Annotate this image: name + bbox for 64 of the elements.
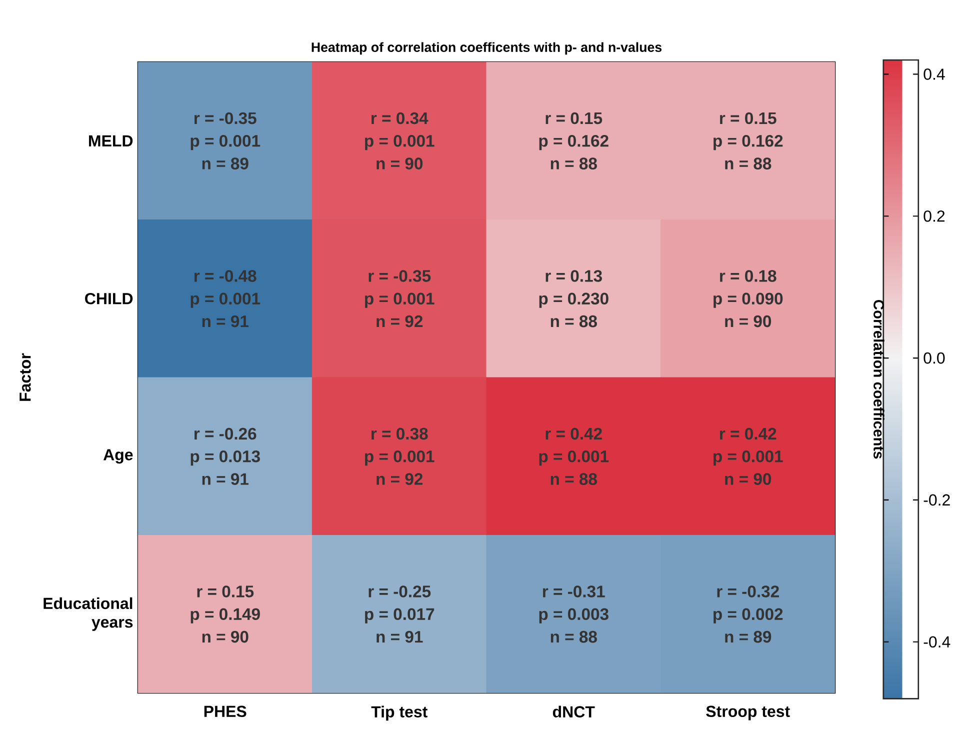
text: n = 88 <box>550 630 597 643</box>
x-tick-label: PHES <box>204 706 246 718</box>
y-tick-label: MELD <box>89 135 133 146</box>
y-tick-label: CHILD <box>85 292 133 304</box>
text: p = 0.162 <box>539 134 608 150</box>
chart-title: Heatmap of correlation coefficents with p- and n-values <box>312 42 662 55</box>
text: r = 0.15 <box>546 112 602 124</box>
color-bar-label: 0.2 <box>924 210 945 222</box>
color-bar-label: 0.0 <box>924 352 945 364</box>
text: r = 0.42 <box>546 428 602 440</box>
text: r = 0.38 <box>372 428 428 440</box>
x-tick-label: dNCT <box>552 706 595 718</box>
text: n = 88 <box>725 158 772 170</box>
text: r = 0.13 <box>546 270 602 282</box>
text: p = 0.149 <box>190 608 260 624</box>
text: r = -0.48 <box>194 270 256 282</box>
text: n = 89 <box>202 158 248 170</box>
text: p = 0.001 <box>539 450 609 466</box>
text: n = 91 <box>202 315 249 328</box>
text: r = 0.42 <box>720 428 776 440</box>
text: p = 0.001 <box>190 292 260 308</box>
y-axis-title: Factor <box>20 353 31 401</box>
text: n = 92 <box>376 473 423 485</box>
text: n = 88 <box>550 315 597 328</box>
text: r = -0.32 <box>717 586 779 598</box>
text: p = 0.013 <box>190 450 260 466</box>
text: r = 0.34 <box>372 112 428 124</box>
text: r = 0.18 <box>720 270 776 282</box>
color-bar-label: -0.2 <box>924 494 950 506</box>
y-tick-label: Age <box>103 449 133 464</box>
text: p = 0.001 <box>190 134 260 150</box>
text: r = 0.15 <box>197 586 254 598</box>
text: n = 88 <box>550 158 597 170</box>
color-bar-label: -0.4 <box>924 636 950 648</box>
text: p = 0.001 <box>365 450 434 466</box>
text: r = -0.26 <box>194 428 256 440</box>
text: r = -0.31 <box>543 586 605 598</box>
text: n = 91 <box>202 473 249 485</box>
text: p = 0.003 <box>539 608 608 624</box>
text: n = 89 <box>725 630 772 643</box>
text: n = 91 <box>376 630 423 643</box>
text: r = -0.35 <box>368 270 431 282</box>
text: p = 0.162 <box>714 134 783 150</box>
text: r = -0.35 <box>194 112 256 124</box>
text: r = -0.25 <box>368 586 431 598</box>
x-tick-label: Tip test <box>371 706 428 721</box>
text: p = 0.230 <box>539 292 608 308</box>
text: p = 0.017 <box>365 608 434 624</box>
text: p = 0.090 <box>714 292 783 308</box>
y-tick-label: Educational years <box>44 597 133 631</box>
text: p = 0.002 <box>714 608 783 624</box>
text: n = 90 <box>376 158 423 170</box>
text: p = 0.001 <box>365 292 434 308</box>
text: n = 90 <box>725 315 772 328</box>
text: n = 88 <box>550 473 597 485</box>
text: r = 0.15 <box>720 112 776 124</box>
text: p = 0.001 <box>714 450 783 466</box>
color-bar-label: 0.4 <box>924 68 945 80</box>
text: n = 90 <box>725 473 772 485</box>
color-bar-title: Correlation coefficents <box>874 300 884 459</box>
text: n = 90 <box>202 630 248 643</box>
text: p = 0.001 <box>365 134 434 150</box>
x-tick-label: Stroop test <box>706 706 790 720</box>
text: n = 92 <box>376 315 423 328</box>
